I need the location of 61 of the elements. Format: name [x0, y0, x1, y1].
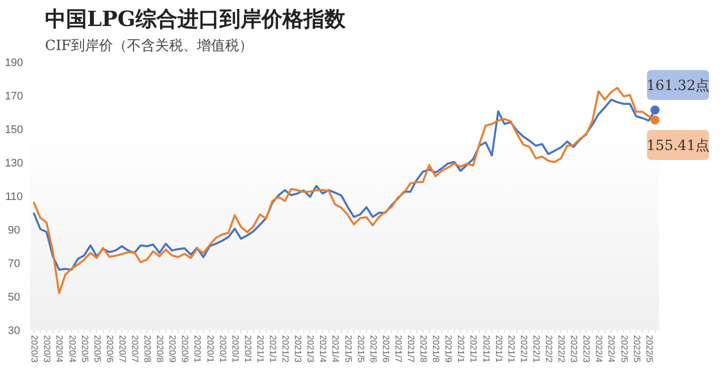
x-tick-label: 2022/3	[582, 335, 592, 363]
x-tick-label: 2022/4	[594, 335, 604, 363]
x-tick-label: 2020/7	[117, 335, 128, 363]
x-tick-label: 2021/3	[306, 335, 316, 363]
x-tick-label: 2021/5	[356, 335, 366, 363]
x-tick-label: 2021/1	[481, 335, 492, 363]
x-tick-label: 2021/7	[393, 335, 404, 363]
x-tick-label: 2022/2	[556, 335, 567, 363]
x-tick-label: 2021/8	[418, 335, 429, 363]
x-tick-label: 2020/8	[155, 335, 166, 363]
x-tick-label: 2021/7	[406, 335, 416, 363]
x-tick-label: 2022/5	[632, 335, 642, 363]
y-tick-label: 70	[8, 258, 20, 270]
x-tick-label: 2021/1	[468, 335, 479, 363]
subtitle: CIF到岸价（不含关税、增值税）	[45, 38, 253, 54]
x-tick-label: 2021/1	[255, 335, 266, 363]
x-tick-label: 2022/1	[518, 335, 529, 363]
y-tick-label: 150	[4, 124, 24, 136]
x-tick-label: 2021/2	[280, 335, 291, 363]
x-tick-label: 2021/1	[494, 335, 504, 363]
y-tick-label: 90	[8, 224, 20, 236]
x-tick-label: 2022/5	[644, 335, 654, 363]
x-tick-label: 2021/1	[268, 335, 278, 363]
x-tick-label: 2020/5	[80, 335, 90, 363]
x-tick-label: 2022/4	[606, 335, 617, 363]
x-tick-label: 2020/1	[192, 335, 203, 363]
x-tick-label: 2020/8	[142, 335, 153, 363]
x-tick-label: 2020/5	[92, 335, 102, 363]
x-tick-label: 2020/1	[218, 335, 228, 363]
x-tick-label: 2020/3	[42, 335, 52, 363]
x-tick-label: 2022/5	[619, 335, 630, 363]
x-tick-label: 2020/3	[30, 335, 40, 363]
x-tick-label: 2021/6	[368, 335, 378, 363]
x-tick-label: 2021/8	[431, 335, 442, 363]
y-tick-label: 110	[5, 191, 23, 203]
x-tick-label: 2020/4	[67, 335, 78, 363]
x-tick-label: 2021/5	[343, 335, 354, 363]
y-tick-label: 50	[8, 292, 20, 304]
x-tick-label: 2020/4	[54, 335, 65, 363]
x-tick-label: 2021/9	[444, 335, 454, 363]
x-tick-label: 2022/1	[531, 335, 542, 363]
x-tick-label: 2021/3	[293, 335, 304, 363]
x-tick-label: 2021/1	[456, 335, 466, 363]
x-tick-label: 2020/1	[242, 335, 253, 363]
x-tick-label: 2020/1	[230, 335, 240, 363]
x-tick-label: 2021/4	[330, 335, 341, 363]
y-tick-label: 130	[4, 158, 24, 170]
x-tick-label: 2021/6	[380, 335, 391, 363]
y-tick-label: 170	[4, 90, 24, 102]
x-tick-label: 2020/7	[130, 335, 140, 363]
x-tick-label: 2020/9	[180, 335, 190, 363]
title: 中国LPG综合进口到岸价格指数	[45, 6, 346, 31]
x-tick-label: 2022/3	[569, 335, 580, 363]
y-tick-label: 30	[8, 325, 20, 337]
x-tick-label: 2020/6	[104, 335, 115, 363]
x-tick-label: 2022/2	[544, 335, 554, 363]
x-tick-label: 2021/4	[318, 335, 328, 363]
x-tick-label: 2021/1	[506, 335, 516, 363]
x-tick-label: 2020/1	[205, 335, 216, 363]
y-tick-label: 190	[4, 57, 24, 69]
x-tick-label: 2020/9	[168, 335, 178, 363]
